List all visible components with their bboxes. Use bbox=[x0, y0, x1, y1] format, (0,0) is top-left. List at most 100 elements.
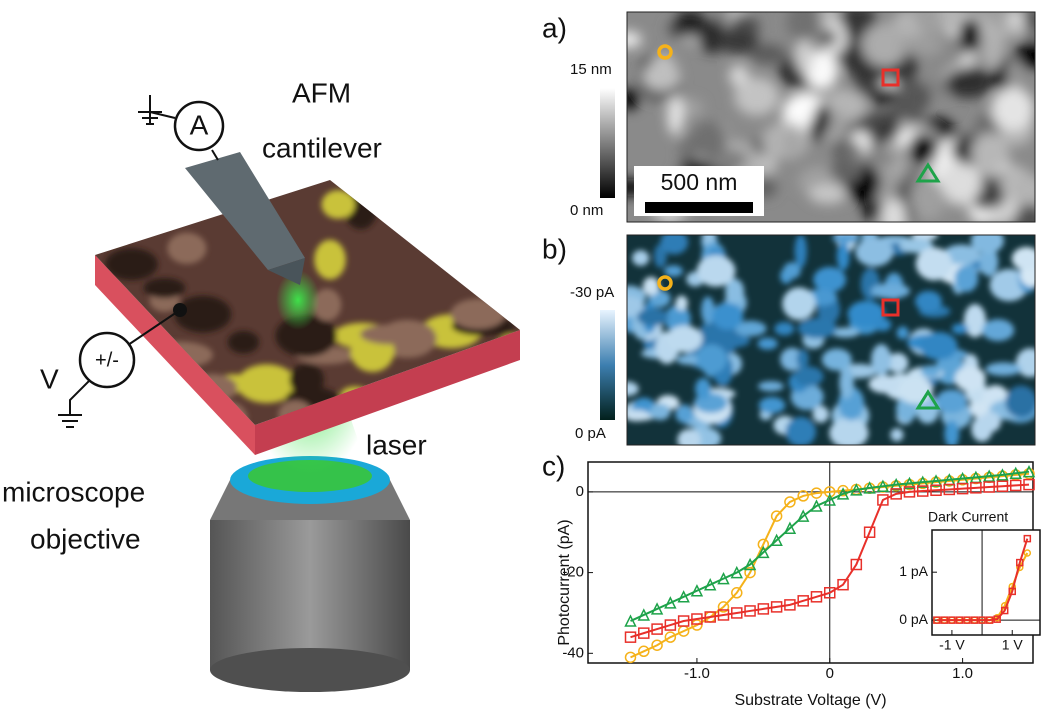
texture bbox=[642, 276, 660, 296]
texture bbox=[712, 302, 744, 330]
marker bbox=[677, 615, 690, 627]
texture bbox=[819, 28, 838, 47]
marker bbox=[744, 566, 756, 579]
scale-bar bbox=[645, 202, 753, 213]
texture bbox=[696, 344, 727, 374]
texture bbox=[942, 244, 980, 266]
marker bbox=[903, 486, 916, 498]
photocurrent-image bbox=[627, 235, 1035, 445]
marker bbox=[1023, 467, 1035, 480]
x-tick-label: 1.0 bbox=[952, 665, 973, 682]
texture bbox=[321, 190, 355, 219]
texture bbox=[649, 403, 671, 421]
texture bbox=[785, 416, 816, 445]
texture bbox=[749, 44, 786, 64]
texture bbox=[734, 320, 767, 337]
colorbar-label: 15 nm bbox=[570, 61, 612, 78]
texture bbox=[728, 64, 749, 87]
marker bbox=[744, 605, 756, 617]
texture bbox=[794, 235, 807, 268]
voltage-label: V bbox=[40, 363, 59, 394]
marker bbox=[757, 603, 770, 615]
texture bbox=[908, 132, 939, 164]
marker bbox=[996, 480, 1009, 492]
marker bbox=[836, 487, 850, 500]
texture bbox=[734, 77, 780, 116]
texture bbox=[758, 381, 784, 392]
marker bbox=[664, 619, 677, 631]
texture bbox=[915, 247, 953, 281]
texture bbox=[935, 389, 968, 414]
texture bbox=[696, 255, 736, 287]
marker bbox=[930, 484, 942, 497]
marker bbox=[993, 615, 1001, 623]
x-axis-label: Substrate Voltage (V) bbox=[734, 692, 886, 709]
marker bbox=[624, 651, 637, 664]
texture bbox=[450, 201, 493, 238]
marker bbox=[784, 599, 796, 611]
marker bbox=[970, 482, 982, 494]
marker bbox=[1023, 534, 1032, 543]
texture bbox=[420, 199, 467, 234]
texture bbox=[830, 156, 863, 184]
marker bbox=[850, 558, 863, 571]
marker bbox=[963, 616, 971, 624]
x-tick-label: -1.0 bbox=[684, 665, 710, 682]
marker bbox=[704, 611, 716, 623]
marker bbox=[757, 538, 770, 551]
texture bbox=[627, 410, 650, 422]
series-line bbox=[630, 483, 1030, 639]
texture bbox=[919, 331, 958, 360]
colorbar-label: -30 pA bbox=[570, 284, 614, 301]
texture bbox=[896, 326, 909, 340]
marker bbox=[837, 484, 849, 497]
marker bbox=[916, 485, 929, 497]
texture bbox=[920, 365, 941, 378]
texture bbox=[660, 235, 689, 255]
x-tick-label: -1 V bbox=[939, 637, 965, 653]
marker bbox=[731, 607, 743, 619]
marker bbox=[743, 557, 757, 571]
texture bbox=[691, 121, 726, 159]
marker bbox=[770, 533, 783, 547]
texture bbox=[627, 87, 639, 111]
texture bbox=[757, 337, 778, 350]
marker bbox=[890, 488, 902, 500]
marker bbox=[624, 631, 637, 643]
texture bbox=[674, 12, 706, 37]
colorbar-label: 0 nm bbox=[570, 202, 603, 219]
marker bbox=[824, 486, 836, 498]
texture bbox=[847, 300, 885, 328]
texture bbox=[675, 404, 694, 424]
texture bbox=[870, 87, 902, 107]
texture bbox=[420, 209, 488, 245]
marker bbox=[823, 493, 836, 506]
inset-title: Dark Current bbox=[928, 509, 1008, 525]
marker bbox=[638, 627, 650, 639]
texture bbox=[236, 364, 297, 404]
texture bbox=[939, 12, 960, 31]
texture bbox=[486, 257, 519, 288]
ground bbox=[58, 379, 91, 428]
texture bbox=[795, 39, 814, 74]
series-line bbox=[936, 538, 1029, 622]
texture bbox=[836, 241, 850, 271]
marker bbox=[797, 490, 809, 502]
texture bbox=[821, 348, 852, 371]
marker bbox=[863, 526, 876, 538]
marker bbox=[837, 578, 849, 591]
texture bbox=[797, 318, 837, 339]
series-line bbox=[630, 472, 1030, 659]
laser-label: laser bbox=[366, 429, 427, 460]
texture bbox=[873, 318, 892, 332]
marker bbox=[877, 494, 889, 506]
texture bbox=[868, 375, 900, 394]
texture bbox=[174, 295, 232, 333]
y-tick-label: 0 bbox=[576, 483, 584, 500]
marker bbox=[691, 619, 703, 631]
texture bbox=[869, 122, 900, 140]
texture bbox=[808, 184, 847, 204]
texture bbox=[814, 103, 831, 135]
texture bbox=[981, 319, 1015, 342]
texture bbox=[910, 177, 945, 221]
